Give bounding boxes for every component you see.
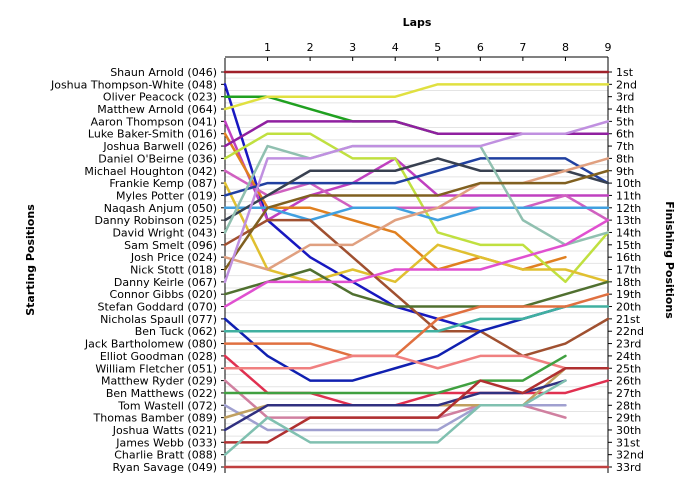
- x-tick-label: 8: [562, 41, 569, 54]
- finish-label: 4th: [616, 103, 634, 116]
- y-axis-title-left: Starting Positions: [24, 204, 37, 316]
- start-label: Tom Wastell (072): [117, 399, 217, 412]
- start-label: Jack Bartholomew (080): [84, 338, 217, 351]
- finish-label: 6th: [616, 128, 634, 141]
- finish-label: 32nd: [616, 449, 644, 462]
- x-tick-label: 7: [519, 41, 526, 54]
- finish-label: 24th: [616, 350, 641, 363]
- finish-label: 26th: [616, 375, 641, 388]
- finish-label: 14th: [616, 226, 641, 239]
- series-line-21: [223, 305, 567, 382]
- finish-label: 2nd: [616, 78, 637, 91]
- finish-label: 22nd: [616, 325, 644, 338]
- x-tick-label: 6: [477, 41, 484, 54]
- x-tick-label: 5: [434, 41, 441, 54]
- start-label: Ben Tuck (062): [135, 325, 217, 338]
- finish-label: 10th: [616, 177, 641, 190]
- start-label: Josh Price (024): [130, 251, 217, 264]
- finish-label: 5th: [616, 115, 634, 128]
- start-label: Ben Matthews (022): [106, 387, 217, 400]
- series-line-20: [223, 218, 610, 308]
- series-line-19: [223, 268, 610, 308]
- finish-label: 13th: [616, 214, 641, 227]
- axis-labels: 1 2 3 4 5 6 7 8 9 Shaun Arnold (046)Joshua Thomps…: [50, 41, 644, 474]
- start-label: Naqash Anjum (050): [104, 202, 217, 215]
- series-line-17: [223, 169, 610, 271]
- start-label: Elliot Goodman (028): [100, 350, 217, 363]
- finish-label: 30th: [616, 424, 641, 437]
- start-label: Joshua Thompson-White (048): [50, 78, 217, 91]
- start-label: Connor Gibbs (020): [110, 288, 217, 301]
- finish-label: 1st: [616, 66, 634, 79]
- series-line-25: [223, 354, 567, 370]
- x-tick-label: 9: [605, 41, 612, 54]
- start-label: Frankie Kemp (087): [109, 177, 217, 190]
- start-label: Myles Potter (019): [116, 189, 217, 202]
- series-line-9: [223, 169, 610, 222]
- x-tick-label: 1: [264, 41, 271, 54]
- finish-label: 12th: [616, 202, 641, 215]
- finish-label: 33rd: [616, 461, 641, 474]
- finish-label: 21st: [616, 313, 641, 326]
- start-label: Nick Stott (018): [130, 264, 217, 277]
- start-label: Nicholas Spaull (077): [100, 313, 217, 326]
- finish-label: 8th: [616, 152, 634, 165]
- series-line-32: [223, 379, 567, 456]
- start-label: Shaun Arnold (046): [110, 66, 217, 79]
- series-line-4: [223, 83, 610, 111]
- start-label: Oliver Peacock (023): [103, 91, 217, 104]
- finish-label: 25th: [616, 362, 641, 375]
- start-label: Joshua Barwell (026): [102, 140, 217, 153]
- finish-label: 19th: [616, 288, 641, 301]
- finish-label: 17th: [616, 264, 641, 277]
- series-line-18: [223, 120, 610, 284]
- finish-label: 29th: [616, 412, 641, 425]
- finish-label: 15th: [616, 239, 641, 252]
- finish-label: 18th: [616, 276, 641, 289]
- series-lines: [223, 70, 610, 469]
- finish-label: 16th: [616, 251, 641, 264]
- finish-label: 11th: [616, 189, 641, 202]
- start-label: James Webb (033): [115, 436, 217, 449]
- finish-label: 7th: [616, 140, 634, 153]
- series-line-16: [223, 157, 610, 271]
- start-label: Charlie Bratt (088): [114, 449, 217, 462]
- series-line-30: [223, 379, 567, 432]
- axes: [221, 56, 612, 473]
- start-label: Matthew Ryder (029): [101, 375, 217, 388]
- finish-label: 9th: [616, 165, 634, 178]
- start-label: William Fletcher (051): [95, 362, 217, 375]
- series-line-27: [223, 354, 567, 395]
- finish-label: 3rd: [616, 91, 634, 104]
- x-axis-title: Laps: [403, 16, 432, 29]
- start-label: Danny Robinson (025): [94, 214, 217, 227]
- finish-label: 23rd: [616, 338, 641, 351]
- x-tick-label: 3: [349, 41, 356, 54]
- start-label: Luke Baker-Smith (016): [88, 128, 217, 141]
- start-label: Daniel O'Beirne (036): [98, 152, 217, 165]
- y-axis-title-right: Finishing Positions: [663, 201, 676, 319]
- series-line-13: [223, 157, 610, 222]
- start-label: Michael Houghton (042): [84, 165, 217, 178]
- start-label: Aaron Thompson (041): [91, 115, 217, 128]
- finish-label: 27th: [616, 387, 641, 400]
- start-label: Thomas Bamber (089): [93, 412, 217, 425]
- start-label: Danny Keirle (067): [114, 276, 217, 289]
- finish-label: 31st: [616, 436, 641, 449]
- start-label: David Wright (043): [112, 226, 217, 239]
- finish-label: 28th: [616, 399, 641, 412]
- x-tick-label: 2: [307, 41, 314, 54]
- series-line-15: [223, 218, 610, 358]
- start-label: Sam Smelt (096): [124, 239, 217, 252]
- start-label: Matthew Arnold (064): [97, 103, 217, 116]
- x-tick-label: 4: [392, 41, 399, 54]
- start-label: Ryan Savage (049): [112, 461, 217, 474]
- start-label: Stefan Goddard (070): [98, 301, 218, 314]
- series-line-22: [223, 305, 610, 333]
- start-label: Joshua Watts (021): [112, 424, 217, 437]
- series-line-23: [223, 292, 610, 358]
- finish-label: 20th: [616, 301, 641, 314]
